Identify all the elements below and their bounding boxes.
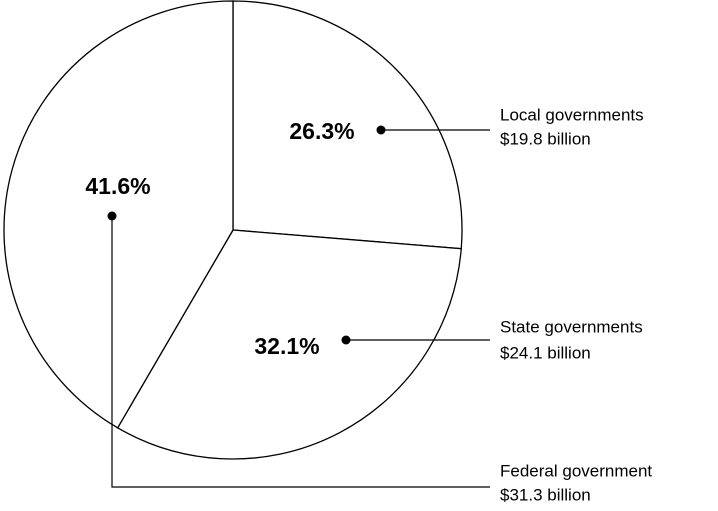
percent-label: 26.3% xyxy=(289,118,354,144)
amount-label: $31.3 billion xyxy=(500,485,591,504)
leader-line xyxy=(111,216,490,488)
percent-label: 41.6% xyxy=(85,173,150,199)
category-label: State governments xyxy=(500,317,643,336)
category-label: Federal government xyxy=(500,461,652,480)
amount-label: $19.8 billion xyxy=(500,129,591,148)
leader-dot xyxy=(341,335,351,345)
leader-dot xyxy=(107,211,117,221)
pie-slice xyxy=(116,229,462,460)
pie-slice xyxy=(232,0,463,250)
percent-label: 32.1% xyxy=(254,333,319,359)
category-label: Local governments xyxy=(500,105,644,124)
pie-slice xyxy=(3,0,234,429)
amount-label: $24.1 billion xyxy=(500,343,591,362)
leader-dot xyxy=(376,125,386,135)
